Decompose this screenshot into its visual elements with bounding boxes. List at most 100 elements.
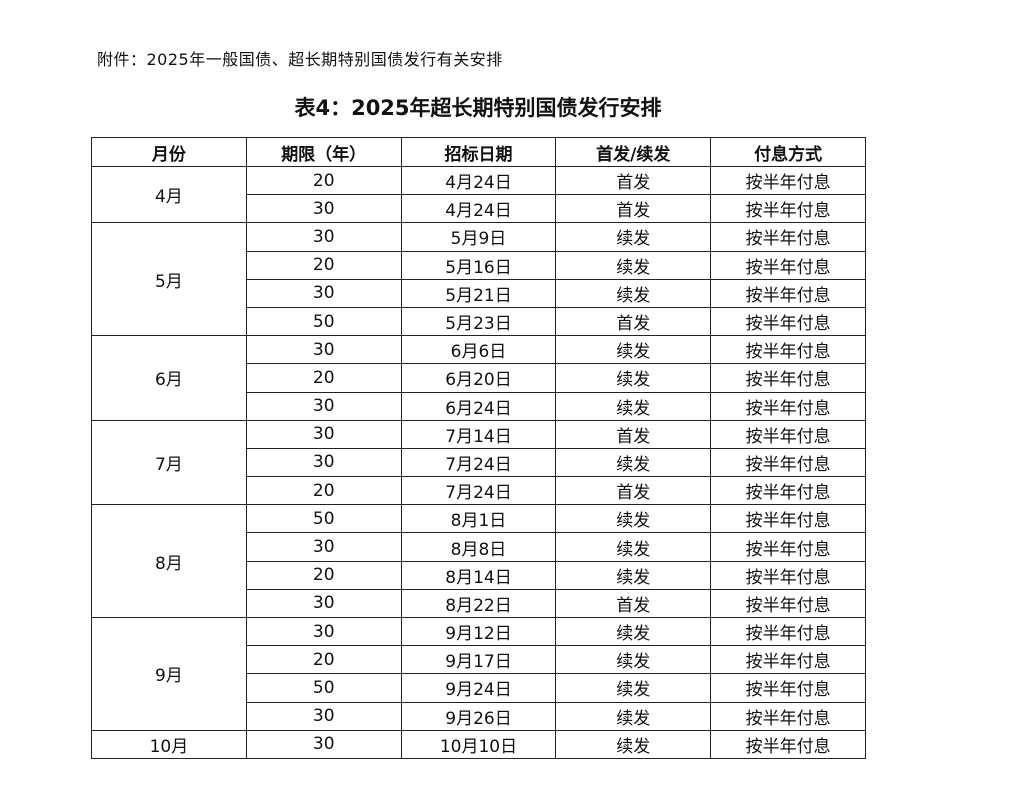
cell: 30 — [245, 701, 402, 731]
cell: 5月21日 — [400, 278, 557, 308]
cell: 按半年付息 — [710, 363, 866, 393]
cell: 20 — [245, 165, 402, 196]
schedule-table: 月份 期限（年） 招标日期 首发/续发 付息方式 4月 20 4月24日 首发 按半年付息 30 4… — [91, 137, 866, 759]
cell: 续发 — [555, 616, 712, 647]
cell: 4月24日 — [400, 165, 557, 196]
attachment-note: 附件：2025年一般国债、超长期特别国债发行有关安排 — [97, 50, 503, 69]
cell: 按半年付息 — [710, 588, 866, 619]
cell: 按半年付息 — [710, 250, 866, 280]
table-row: 10月 30 10月10日 续发 按半年付息 — [91, 729, 866, 759]
cell: 9月17日 — [400, 645, 557, 675]
cell: 首发 — [555, 476, 712, 506]
cell: 30 — [245, 419, 402, 449]
table-row: 20 9月17日 续发 按半年付息 — [92, 645, 866, 675]
cell: 续发 — [555, 729, 712, 759]
cell: 50 — [245, 306, 402, 337]
cell: 首发 — [555, 165, 712, 196]
cell: 按半年付息 — [710, 701, 866, 731]
table-row: 50 5月23日 首发 按半年付息 — [92, 306, 866, 337]
cell: 续发 — [555, 673, 712, 703]
cell: 30 — [245, 532, 402, 562]
table-row: 6月 30 6月6日 续发 按半年付息 — [91, 335, 866, 421]
cell: 20 — [245, 250, 402, 280]
cell: 续发 — [555, 701, 712, 731]
cell: 续发 — [555, 645, 712, 675]
month-cell: 5月 — [91, 222, 247, 337]
cell: 30 — [245, 278, 402, 308]
table-row: 50 9月24日 续发 按半年付息 — [92, 673, 866, 703]
column-header: 首发/续发 — [555, 137, 712, 167]
table-row: 30 8月8日 续发 按半年付息 — [92, 532, 866, 562]
cell: 按半年付息 — [710, 729, 866, 759]
table-title: 表4：2025年超长期特别国债发行安排 — [294, 96, 662, 120]
cell: 8月14日 — [400, 560, 557, 590]
cell: 5月16日 — [400, 250, 557, 280]
table-row: 8月 50 8月1日 续发 按半年付息 — [91, 504, 866, 618]
cell: 7月14日 — [400, 419, 557, 449]
cell: 首发 — [555, 194, 712, 224]
cell: 7月24日 — [400, 447, 557, 478]
cell: 30 — [245, 616, 402, 647]
cell: 续发 — [555, 278, 712, 308]
cell: 续发 — [555, 532, 712, 562]
cell: 20 — [245, 645, 402, 675]
cell: 续发 — [555, 363, 712, 393]
cell: 7月24日 — [400, 476, 557, 506]
cell: 续发 — [555, 391, 712, 421]
cell: 按半年付息 — [710, 616, 866, 647]
column-header: 招标日期 — [400, 137, 557, 167]
cell: 续发 — [555, 447, 712, 478]
table-row: 20 7月24日 首发 按半年付息 — [92, 476, 866, 506]
cell: 按半年付息 — [710, 335, 866, 365]
month-cell: 7月 — [91, 419, 247, 506]
cell: 按半年付息 — [710, 165, 866, 196]
cell: 8月22日 — [400, 588, 557, 619]
cell: 按半年付息 — [710, 306, 866, 337]
cell: 9月24日 — [400, 673, 557, 703]
table-row: 5月 30 5月9日 续发 按半年付息 — [91, 222, 866, 337]
cell: 续发 — [555, 335, 712, 365]
cell: 50 — [245, 504, 402, 534]
cell: 30 — [245, 194, 402, 224]
cell: 按半年付息 — [710, 222, 866, 252]
table-row: 4月 20 4月24日 首发 按半年付息 — [91, 165, 866, 224]
cell: 50 — [245, 673, 402, 703]
header-row: 月份 期限（年） 招标日期 首发/续发 付息方式 — [91, 137, 866, 167]
cell: 5月9日 — [400, 222, 557, 252]
month-cell: 6月 — [91, 335, 247, 421]
table-row: 20 8月14日 续发 按半年付息 — [92, 560, 866, 590]
cell: 8月1日 — [400, 504, 557, 534]
cell: 续发 — [555, 250, 712, 280]
cell: 续发 — [555, 560, 712, 590]
table-row: 9月 30 9月12日 续发 按半年付息 — [91, 616, 866, 731]
cell: 按半年付息 — [710, 673, 866, 703]
column-header: 付息方式 — [710, 137, 866, 167]
cell: 5月23日 — [400, 306, 557, 337]
cell: 30 — [245, 335, 402, 365]
month-cell: 10月 — [91, 729, 247, 759]
cell: 按半年付息 — [710, 278, 866, 308]
cell: 6月6日 — [400, 335, 557, 365]
column-header: 月份 — [91, 137, 247, 167]
cell: 按半年付息 — [710, 447, 866, 478]
cell: 8月8日 — [400, 532, 557, 562]
cell: 6月20日 — [400, 363, 557, 393]
cell: 30 — [245, 222, 402, 252]
cell: 4月24日 — [400, 194, 557, 224]
cell: 按半年付息 — [710, 391, 866, 421]
cell: 按半年付息 — [710, 194, 866, 224]
month-cell: 8月 — [91, 504, 247, 618]
cell: 按半年付息 — [710, 645, 866, 675]
table-row: 20 5月16日 续发 按半年付息 — [92, 250, 866, 280]
cell: 20 — [245, 476, 402, 506]
table-row: 30 4月24日 首发 按半年付息 — [92, 194, 866, 224]
cell: 首发 — [555, 419, 712, 449]
cell: 20 — [245, 363, 402, 393]
cell: 30 — [245, 447, 402, 478]
cell: 9月12日 — [400, 616, 557, 647]
month-cell: 4月 — [91, 165, 247, 224]
cell: 30 — [245, 588, 402, 619]
cell: 6月24日 — [400, 391, 557, 421]
cell: 首发 — [555, 588, 712, 619]
